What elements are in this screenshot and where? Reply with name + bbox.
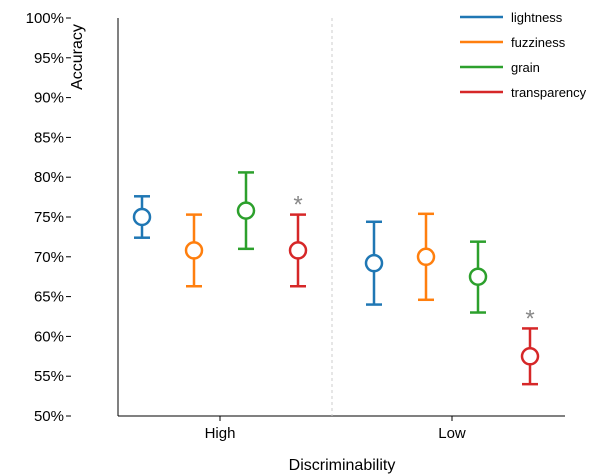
legend-label: transparency: [511, 85, 587, 100]
y-tick-label: 85%: [34, 129, 64, 146]
mean-marker: [184, 241, 204, 260]
legend-item-lightness: lightness: [460, 10, 563, 25]
mean-marker: [236, 201, 256, 220]
data-marks: **: [132, 171, 540, 386]
y-tick-label: 75%: [34, 209, 64, 226]
legend-item-fuzziness: fuzziness: [460, 35, 566, 50]
legend: lightness fuzziness grain transparency: [460, 10, 587, 100]
legend-item-transparency: transparency: [460, 85, 587, 100]
significance-star: *: [525, 305, 534, 332]
data-point-transparency-low: *: [520, 305, 540, 386]
y-tick-label: 70%: [34, 249, 64, 266]
y-tick-label: 55%: [34, 368, 64, 385]
significance-star: *: [293, 192, 302, 219]
mean-marker: [520, 347, 540, 366]
legend-label: grain: [511, 60, 540, 75]
mean-marker: [132, 207, 152, 227]
mean-marker: [288, 241, 308, 260]
y-tick-label: 80%: [34, 169, 64, 186]
data-point-grain-low: [468, 240, 488, 314]
mean-marker: [364, 253, 384, 273]
mean-marker: [468, 267, 488, 286]
y-tick-label: 60%: [34, 328, 64, 345]
x-tick-label: High: [205, 425, 236, 442]
data-point-grain-high: [236, 171, 256, 251]
data-point-fuzziness-low: [416, 212, 436, 302]
data-point-transparency-high: *: [288, 192, 308, 288]
legend-item-grain: grain: [460, 60, 540, 75]
x-axis-label: Discriminability: [289, 457, 396, 474]
y-tick-label: 100%: [26, 10, 64, 27]
y-tick-label: 65%: [34, 289, 64, 306]
mean-marker: [416, 247, 436, 267]
data-point-fuzziness-high: [184, 213, 204, 288]
axes: 50% 55% 60% 65% 70% 75% 80% 85% 90% 95% 100% High Lo…: [26, 10, 565, 442]
x-tick-label: Low: [438, 425, 466, 442]
data-point-lightness-high: [132, 195, 152, 239]
legend-label: lightness: [511, 10, 563, 25]
y-tick-label: 90%: [34, 90, 64, 107]
data-point-lightness-low: [364, 220, 384, 306]
y-tick-label: 50%: [34, 408, 64, 425]
y-axis-label: Accuracy: [69, 24, 86, 90]
y-tick-label: 95%: [34, 50, 64, 67]
legend-label: fuzziness: [511, 35, 566, 50]
